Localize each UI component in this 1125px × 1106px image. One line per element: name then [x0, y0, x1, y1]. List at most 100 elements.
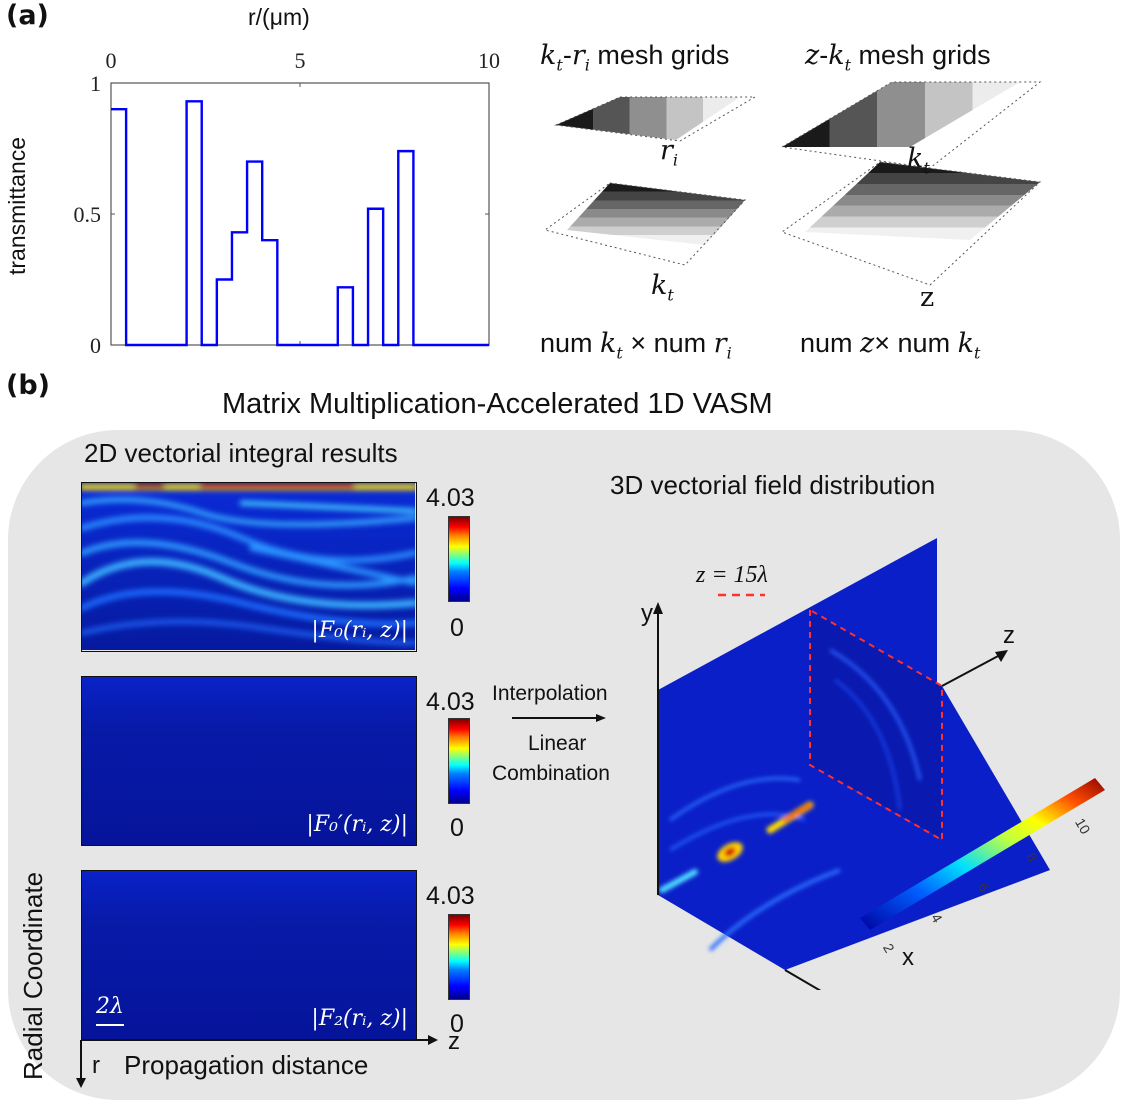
mesh-foot-text: num: [540, 328, 601, 358]
colorbar-f0-min: 0: [450, 614, 464, 642]
y-axis-arrowhead: [653, 602, 663, 614]
heatmap-f0-prime: |F₀′(rᵢ, z)|: [81, 676, 417, 846]
mesh-grid-plane: [556, 97, 740, 140]
colorbar-f0-prime-max: 4.03: [426, 688, 475, 716]
propagation-distance-label: Propagation distance: [124, 1050, 369, 1080]
mesh-title-var: z: [805, 40, 820, 71]
y-tick-label: 0.5: [74, 202, 102, 227]
linear-label: Linear: [528, 732, 587, 755]
z-axis-3d-line: [941, 654, 1001, 687]
axis-3d-x-label: x: [902, 944, 914, 971]
z-axis-3d-arrowhead: [995, 650, 1008, 662]
interpolation-label: Interpolation: [492, 682, 608, 705]
mesh-grid-plane: [805, 162, 1040, 240]
colorbar-f0-max: 4.03: [426, 484, 475, 512]
mesh-foot-text: num: [800, 328, 861, 358]
axis-z-label: z: [448, 1028, 460, 1055]
mesh-title-rest: mesh grids: [589, 40, 730, 70]
r-axis-arrowhead: [76, 1078, 86, 1088]
colorbar-f0-prime-min: 0: [450, 814, 464, 842]
mesh-var-sub: t: [667, 285, 674, 305]
mesh-grid-outline: [543, 182, 747, 266]
mesh-grid-z-kt-bottom: [780, 161, 1042, 286]
mesh-foot-sub: t: [616, 343, 623, 363]
transmittance-chart: 0 5 10 0 0.5 1: [0, 0, 520, 370]
mesh-foot-text: × num: [874, 328, 958, 358]
right-section-title: 3D vectorial field distribution: [610, 470, 936, 500]
heatmap-f0-image: [78, 483, 419, 650]
mesh-grid-z-kt-top: [780, 81, 1042, 169]
mesh-foot-var: z: [860, 328, 875, 359]
panel-b-title: Matrix Multiplication-Accelerated 1D VAS…: [222, 388, 773, 420]
axis-3d-z-label: z: [1003, 622, 1015, 649]
colorbar-f2-min: 0: [450, 1010, 464, 1038]
mesh-grid-plane: [567, 183, 745, 245]
mesh-title-var: k: [540, 40, 557, 71]
mesh-foot-var: k: [600, 328, 617, 359]
mesh-title-var: k: [828, 40, 845, 71]
mesh-foot-sub: i: [726, 343, 732, 363]
colorbar-3d: [860, 778, 1105, 930]
mesh-grid-title-kt-ri: kt-ri mesh grids: [540, 40, 729, 74]
radial-coordinate-label: Radial Coordinate: [18, 871, 48, 1080]
x-tick-label: 5: [295, 48, 306, 73]
z-plane-label: z = 15λ: [696, 562, 768, 588]
mesh-var: z: [920, 282, 935, 313]
mesh-grid-outline: [554, 96, 757, 142]
heatmap-f0-prime-label: |F₀′(rᵢ, z)|: [306, 812, 408, 837]
yz-plane: [658, 538, 937, 895]
scale-bar: [96, 1024, 124, 1026]
mesh-foot-sub: t: [973, 343, 981, 363]
mesh-title-rest: mesh grids: [851, 40, 991, 70]
mesh-grid-title-z-kt: z-kt mesh grids: [805, 40, 991, 74]
y-tick-label: 0: [90, 333, 101, 358]
mesh-title-sep: -: [562, 40, 572, 70]
mesh-foot-kt-ri: num kt × num ri: [540, 328, 732, 362]
mesh-grid-kt-ri-bottom: [543, 182, 747, 266]
mesh-var-z-bottom: z: [920, 282, 934, 313]
colorbar-f0-prime: [448, 718, 470, 804]
y-tick-label: 1: [90, 71, 101, 96]
mesh-grids-svg: [543, 81, 1042, 286]
transmittance-chart-svg: 0 5 10 0 0.5 1: [74, 48, 501, 358]
z-plane-outline: [809, 609, 943, 842]
mesh-var: k: [651, 270, 668, 301]
mesh-foot-var: k: [957, 328, 974, 359]
chart-y-axis-label: transmittance: [4, 136, 30, 275]
left-axes-svg: [76, 1035, 438, 1088]
mesh-grid-outline: [780, 81, 1042, 169]
mesh-title-sep: -: [819, 40, 829, 70]
left-section-title: 2D vectorial integral results: [84, 438, 398, 468]
chart-x-axis-label: r/(μm): [248, 4, 310, 30]
x-tick-label: 10: [478, 48, 500, 73]
plot-frame: [110, 82, 490, 346]
heatmap-f0-label: |F₀(rᵢ, z)|: [311, 618, 408, 643]
xz-plane: [658, 686, 1050, 970]
transmittance-step-line: [111, 100, 489, 347]
mesh-var-sub: t: [923, 158, 930, 178]
mesh-var-kt: kt: [907, 143, 930, 177]
mesh-title-sub: t: [556, 55, 563, 75]
heatmap-f2-label: |F₂(rᵢ, z)|: [311, 1006, 408, 1031]
mesh-var: r: [660, 135, 673, 166]
field-features: [659, 648, 922, 952]
mesh-title-var: r: [571, 40, 585, 71]
axis-3d-y-label: y: [641, 600, 653, 627]
mesh-var-kt-bottom: kt: [651, 270, 674, 304]
x-axis-line: [784, 969, 822, 990]
mesh-foot-text: × num: [622, 328, 714, 358]
mesh-foot-z-kt: num z× num kt: [800, 328, 980, 362]
combination-label: Combination: [492, 762, 610, 785]
colorbar-f0: [448, 516, 470, 602]
mesh-grid-plane: [782, 82, 1020, 147]
mesh-grid-kt-ri-top: [554, 96, 757, 142]
mesh-foot-var: r: [713, 328, 727, 359]
colorbar-f2-max: 4.03: [426, 882, 475, 910]
x-tick-label: 0: [106, 48, 117, 73]
scale-bar-label: 2λ: [96, 994, 124, 1019]
interpolation-arrow: [512, 714, 606, 722]
axis-r-label: r: [92, 1052, 100, 1079]
panel-a-label: (a): [6, 0, 49, 31]
mesh-var-ri: ri: [660, 135, 678, 169]
mesh-title-sub: t: [844, 55, 852, 75]
